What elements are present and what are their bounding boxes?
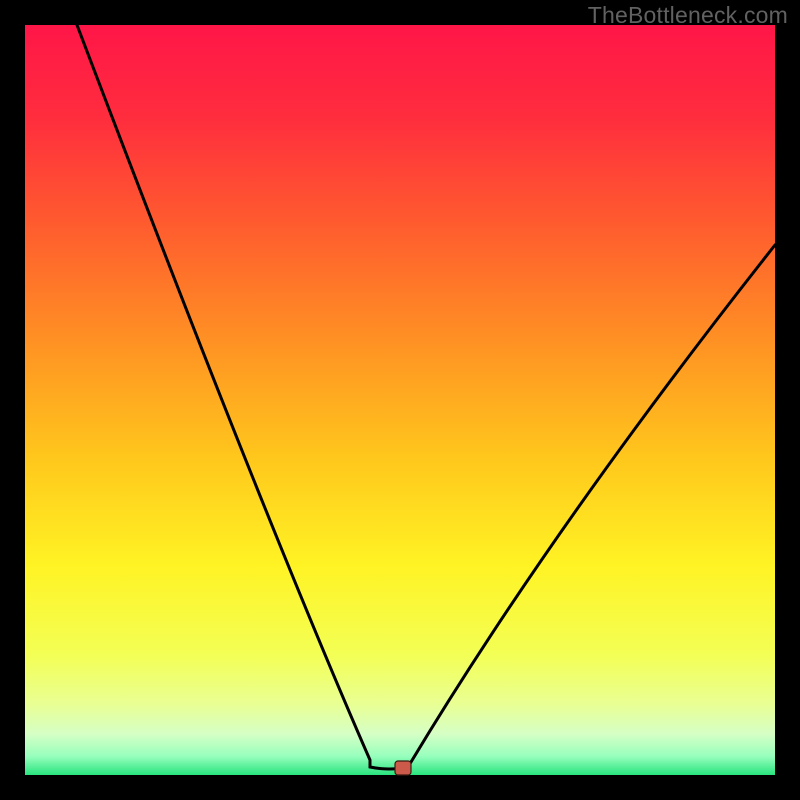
gradient-background: [25, 25, 775, 775]
watermark-text: TheBottleneck.com: [588, 2, 788, 29]
optimal-point-marker: [395, 761, 411, 775]
